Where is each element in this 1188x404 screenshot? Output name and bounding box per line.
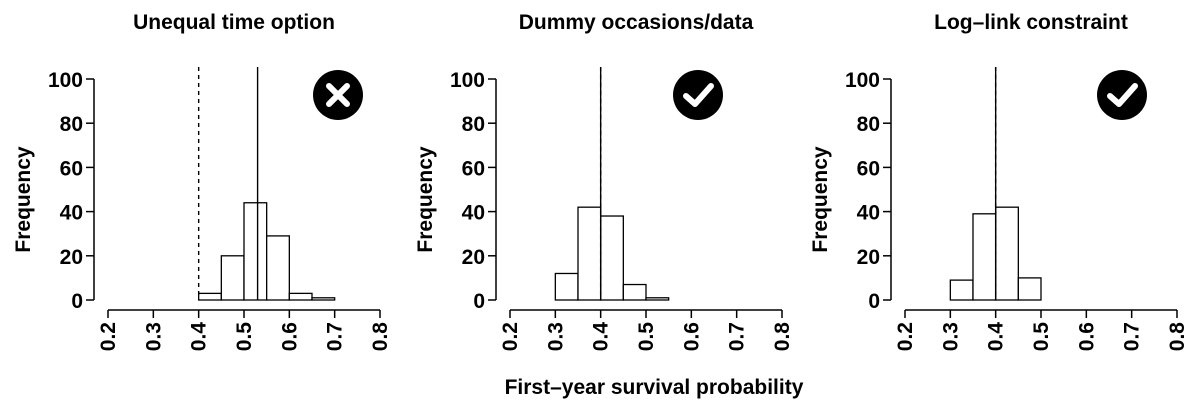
y-tick-label: 0	[473, 290, 485, 313]
x-tick-label: 0.3	[939, 322, 962, 351]
x-tick-label: 0.2	[499, 322, 522, 351]
panel-title: Dummy occasions/data	[519, 11, 754, 34]
histogram-bar	[577, 206, 602, 301]
x-tick-label: 0.3	[142, 322, 165, 351]
x-tick-label: 0.7	[1121, 322, 1144, 351]
y-tick-label: 0	[868, 290, 880, 313]
histogram-bar	[198, 292, 222, 301]
histogram-bar	[288, 292, 313, 301]
check-icon	[1097, 70, 1147, 120]
y-tick-label: 80	[462, 113, 485, 136]
y-tick-label: 60	[857, 157, 880, 180]
histogram-bar	[600, 215, 624, 301]
histogram-bar	[554, 272, 579, 301]
histogram-panel-2: Dummy occasions/data Frequency 0 20 40 60 80 10…	[414, 11, 794, 351]
y-tick-label: 20	[857, 246, 880, 269]
x-tick-label: 0.2	[894, 322, 917, 351]
y-tick-label: 80	[60, 113, 83, 136]
x-tick-label: 0.5	[233, 322, 256, 352]
histogram-bar	[622, 283, 647, 301]
x-tick-label: 0.6	[278, 322, 301, 351]
y-tick-label: 100	[48, 69, 83, 92]
x-tick-label: 0.3	[544, 322, 567, 351]
check-icon	[673, 70, 723, 120]
cross-icon	[313, 70, 363, 120]
y-tick-label: 40	[60, 202, 83, 225]
x-tick-label: 0.2	[97, 322, 120, 351]
y-axis-label: Frequency	[414, 146, 437, 253]
histogram-panel-1: Unequal time option Frequency 0 20 40 60 80 100…	[12, 11, 392, 351]
y-tick-label: 20	[462, 246, 485, 269]
histogram-bar	[311, 297, 336, 301]
histogram-bar	[972, 213, 997, 301]
histogram-bar	[995, 206, 1019, 301]
histogram-bar	[949, 279, 974, 301]
x-tick-label: 0.8	[369, 322, 392, 352]
panel-title: Unequal time option	[133, 11, 335, 34]
y-tick-label: 100	[450, 69, 485, 92]
x-tick-label: 0.5	[1030, 322, 1053, 352]
y-tick-label: 80	[857, 113, 880, 136]
x-tick-label: 0.4	[985, 322, 1008, 352]
y-tick-label: 60	[60, 157, 83, 180]
y-tick-label: 0	[71, 290, 83, 313]
histogram-bar	[645, 297, 670, 301]
panel-title: Log–link constraint	[934, 11, 1128, 34]
histogram-bar	[266, 235, 290, 301]
x-tick-label: 0.8	[1166, 322, 1188, 352]
histogram-panel-3: Log–link constraint Frequency 0 20 40 60 80 100…	[809, 11, 1188, 351]
x-tick-label: 0.4	[188, 322, 211, 352]
y-axis-label: Frequency	[809, 146, 832, 253]
x-tick-label: 0.6	[1075, 322, 1098, 351]
x-tick-label: 0.7	[324, 322, 347, 351]
x-tick-label: 0.6	[680, 322, 703, 351]
y-tick-label: 20	[60, 246, 83, 269]
histogram-bar	[220, 255, 245, 301]
x-tick-label: 0.8	[771, 322, 794, 352]
y-tick-label: 60	[462, 157, 485, 180]
y-tick-label: 40	[462, 202, 485, 225]
x-tick-label: 0.5	[635, 322, 658, 352]
x-tick-label: 0.7	[726, 322, 749, 351]
shared-x-axis-label: First–year survival probability	[505, 376, 804, 399]
histogram-bar	[243, 202, 268, 301]
y-tick-label: 100	[845, 69, 880, 92]
y-axis-label: Frequency	[12, 146, 35, 253]
histogram-bar	[1017, 277, 1042, 301]
y-tick-label: 40	[857, 202, 880, 225]
x-tick-label: 0.4	[590, 322, 613, 352]
